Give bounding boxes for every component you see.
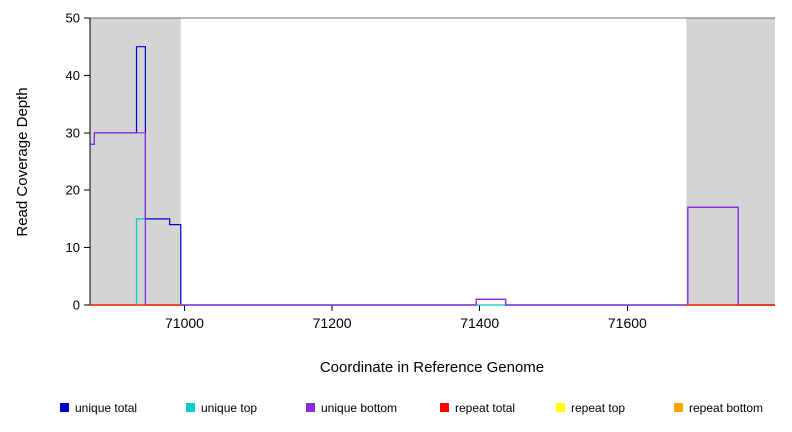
series-line-unique-bottom	[90, 132, 775, 306]
series-line-unique-total	[90, 46, 775, 306]
repeat-region-left	[90, 18, 181, 305]
legend-swatch-repeat-top	[556, 403, 565, 412]
y-axis-label: Read Coverage Depth	[14, 87, 31, 236]
y-tick-label: 10	[66, 240, 80, 255]
legend-label-repeat-top: repeat top	[571, 401, 625, 415]
x-tick-label: 71200	[313, 315, 352, 331]
legend-swatch-repeat-bottom	[674, 403, 683, 412]
plot-legend: unique total unique top unique bottom repea…	[60, 401, 763, 415]
repeat-shaded-regions	[90, 18, 775, 305]
y-tick-label: 40	[66, 68, 80, 83]
series-line-unique-top	[90, 218, 775, 306]
legend-label-unique-bottom: unique bottom	[321, 401, 397, 415]
x-tick-label: 71400	[460, 315, 499, 331]
legend-label-repeat-bottom: repeat bottom	[689, 401, 763, 415]
legend-swatch-unique-top	[186, 403, 195, 412]
x-axis-label: Coordinate in Reference Genome	[320, 359, 544, 376]
y-tick-label: 0	[73, 298, 80, 313]
legend-swatch-repeat-total	[440, 403, 449, 412]
x-tick-label: 71000	[165, 315, 204, 331]
legend-swatch-unique-bottom	[306, 403, 315, 412]
coverage-series-lines	[90, 46, 775, 306]
y-tick-label: 50	[66, 11, 80, 26]
y-tick-label: 30	[66, 125, 80, 140]
legend-label-unique-top: unique top	[201, 401, 257, 415]
y-tick-label: 20	[66, 183, 80, 198]
repeat-region-right	[686, 18, 775, 305]
x-tick-label: 71600	[608, 315, 647, 331]
legend-label-unique-total: unique total	[75, 401, 137, 415]
legend-swatch-unique-total	[60, 403, 69, 412]
legend-label-repeat-total: repeat total	[455, 401, 515, 415]
